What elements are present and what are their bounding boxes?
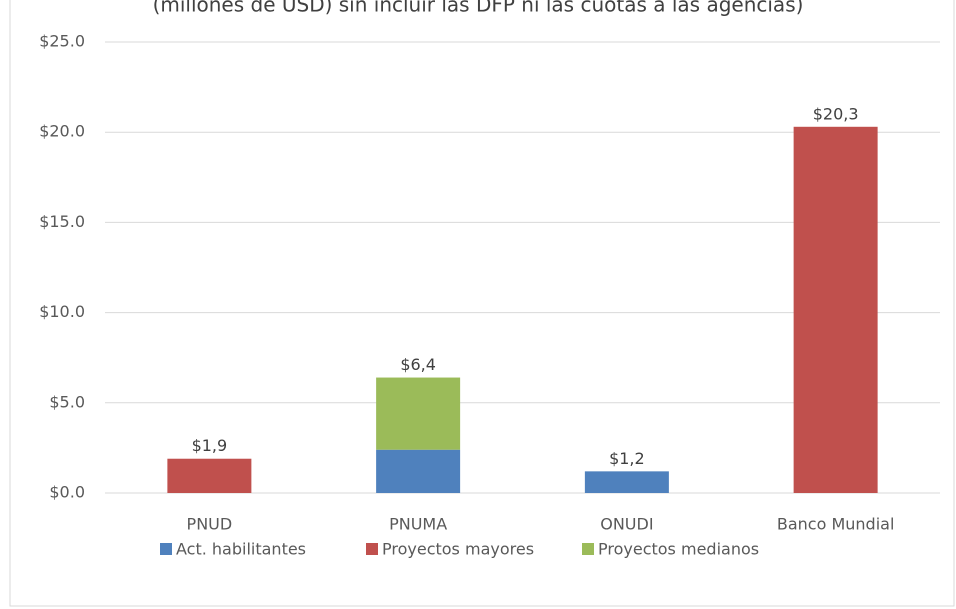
chart-title: (millones de USD) sin incluir las DFP ni…: [153, 0, 804, 17]
bar-segment: [376, 449, 461, 493]
legend-swatch: [582, 543, 594, 555]
y-tick-label: $15.0: [39, 212, 85, 231]
legend-swatch: [366, 543, 378, 555]
x-tick-label: PNUMA: [389, 515, 447, 534]
y-tick-label: $0.0: [49, 483, 85, 502]
chart-frame: [9, 0, 955, 607]
total-label: $1,9: [192, 436, 228, 455]
legend-swatch: [160, 543, 172, 555]
total-label: $20,3: [813, 104, 859, 123]
y-tick-label: $5.0: [49, 392, 85, 411]
y-tick-label: $20.0: [39, 122, 85, 141]
bar-segment: [793, 126, 878, 494]
bar-segment: [584, 471, 669, 493]
x-tick-label: PNUD: [187, 515, 233, 534]
legend-label: Act. habilitantes: [176, 540, 306, 559]
bar-segment: [376, 377, 461, 450]
x-tick-label: ONUDI: [600, 515, 653, 534]
y-tick-label: $10.0: [39, 302, 85, 321]
total-label: $1,2: [609, 449, 645, 468]
bar-segment: [167, 458, 252, 493]
legend-label: Proyectos medianos: [598, 540, 759, 559]
total-label: $6,4: [400, 355, 436, 374]
y-tick-label: $25.0: [39, 32, 85, 51]
x-tick-label: Banco Mundial: [777, 515, 895, 534]
legend-label: Proyectos mayores: [382, 540, 534, 559]
